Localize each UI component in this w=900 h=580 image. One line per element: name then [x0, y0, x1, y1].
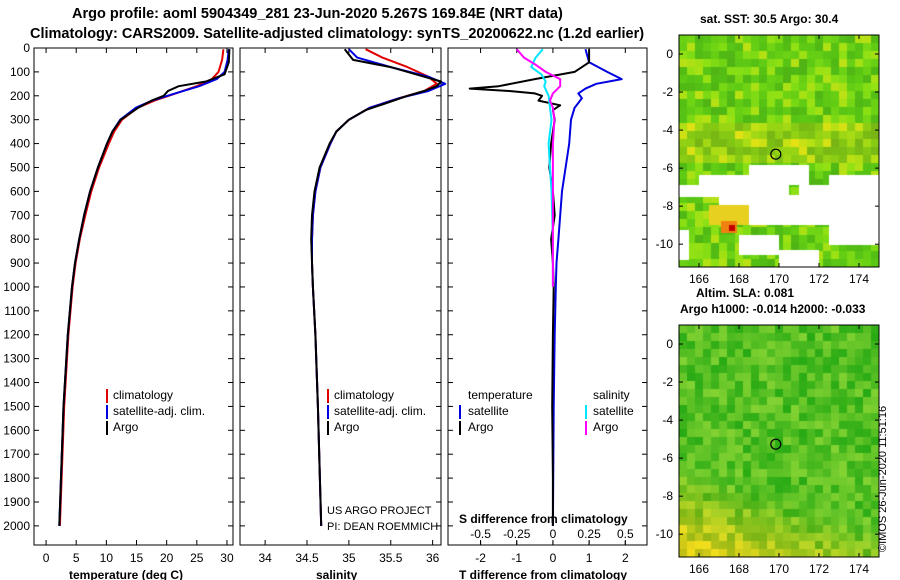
y-tick-label: 1100 — [4, 304, 30, 318]
legend-label-satellite: satellite-adj. clim. — [113, 404, 205, 418]
s-diff-tick-label: -0.5 — [470, 527, 491, 541]
salinity-axis-label: salinity — [316, 568, 358, 580]
series-line-s-argo — [515, 48, 562, 287]
y-tick-label: 300 — [10, 113, 30, 127]
x-tick-label: 34.5 — [295, 551, 319, 565]
x-tick-label: 1 — [586, 551, 593, 565]
y-tick-label: 1700 — [3, 447, 30, 461]
temperature-panel-legend: climatology satellite-adj. clim. Argo — [106, 388, 205, 435]
x-tick-label: 5 — [73, 551, 80, 565]
y-tick-label: 500 — [10, 160, 30, 174]
project-annotation: US ARGO PROJECT — [327, 505, 432, 517]
y-tick-label: 1900 — [3, 495, 30, 509]
legend-label-s-satellite: satellite — [593, 404, 634, 418]
y-tick-label: 1800 — [3, 471, 30, 485]
legend-label-argo: Argo — [113, 420, 139, 434]
legend-label-climatology: climatology — [113, 388, 173, 402]
sla-map-title: Argo h1000: -0.014 h2000: -0.033 — [680, 302, 866, 316]
y-tick-label: 900 — [10, 256, 30, 270]
y-tick-label: 200 — [10, 89, 30, 103]
legend-label-t-argo: Argo — [468, 420, 494, 434]
y-tick-label: 2000 — [3, 519, 30, 533]
x-tick-label: 36 — [426, 551, 440, 565]
sla-map-image — [679, 325, 879, 557]
s-difference-axis-label: S difference from climatology — [459, 512, 628, 526]
s-diff-tick-label: 0.5 — [617, 527, 634, 541]
legend-label-t-satellite: satellite — [468, 404, 509, 418]
x-tick-label: 34 — [258, 551, 272, 565]
legend-label-argo: Argo — [334, 420, 360, 434]
series-line-climatology — [58, 49, 225, 526]
y-tick-label: 1400 — [3, 376, 30, 390]
y-tick-label: 600 — [10, 184, 30, 198]
series-line-s-satellite — [530, 48, 554, 287]
x-tick-label: 2 — [622, 551, 629, 565]
y-tick-label: 0 — [23, 41, 30, 55]
sst-map-image — [679, 35, 879, 267]
x-tick-label: -2 — [475, 551, 486, 565]
y-tick-label: 800 — [10, 232, 30, 246]
salinity-panel-frame — [239, 47, 442, 546]
legend-label-satellite: satellite-adj. clim. — [334, 404, 426, 418]
x-tick-label: 0 — [43, 551, 50, 565]
series-line-satellite-adj-clim- — [58, 49, 230, 526]
x-tick-label: 10 — [100, 551, 114, 565]
legend-label-climatology: climatology — [334, 388, 394, 402]
legend-title-temperature: temperature — [468, 388, 533, 402]
series-line-t-satellite — [551, 48, 623, 526]
y-tick-label: 700 — [10, 208, 30, 222]
series-line-argo — [58, 49, 231, 526]
x-tick-label: 0 — [550, 551, 557, 565]
x-tick-label: 25 — [190, 551, 204, 565]
s-diff-tick-label: -0.25 — [503, 527, 531, 541]
s-diff-tick-label: 0 — [550, 527, 557, 541]
sla-label: Altim. SLA: 0.081 — [696, 286, 795, 300]
difference-panel-frame — [447, 47, 648, 546]
y-tick-label: 1600 — [3, 423, 30, 437]
x-tick-label: -1 — [511, 551, 522, 565]
legend-title-salinity: salinity — [593, 388, 630, 402]
series-line-satellite-adj-clim- — [311, 48, 447, 526]
temperature-panel-frame — [33, 47, 234, 546]
t-difference-axis-label: T difference from climatology — [459, 568, 627, 580]
series-line-climatology — [311, 48, 438, 526]
legend-label-s-argo: Argo — [593, 420, 619, 434]
s-diff-tick-label: 0.25 — [577, 527, 601, 541]
sst-map-title: sat. SST: 30.5 Argo: 30.4 — [700, 12, 839, 26]
y-tick-label: 100 — [10, 65, 30, 79]
salinity-panel-legend: climatology satellite-adj. clim. Argo — [327, 388, 426, 435]
x-tick-label: 15 — [130, 551, 144, 565]
series-line-argo — [310, 48, 442, 526]
title-line-1: Argo profile: aoml 5904349_281 23-Jun-20… — [72, 6, 563, 22]
x-tick-label: 35 — [342, 551, 356, 565]
x-tick-label: 20 — [160, 551, 174, 565]
x-tick-label: 30 — [220, 551, 234, 565]
difference-panel-legend: temperature salinity satellite Argo sate… — [459, 388, 634, 435]
temperature-axis-label: temperature (deg C) — [69, 568, 183, 580]
y-tick-label: 1300 — [3, 352, 30, 366]
imos-stamp: ©IMOS 26-Jun-2020 11:51:16 — [877, 405, 889, 552]
y-tick-label: 400 — [10, 137, 30, 151]
x-tick-label: 35.5 — [379, 551, 403, 565]
y-tick-label: 1200 — [3, 328, 30, 342]
y-tick-label: 1000 — [3, 280, 30, 294]
y-tick-label: 1500 — [3, 399, 30, 413]
pi-annotation: PI: DEAN ROEMMICH — [327, 521, 438, 533]
title-line-2: Climatology: CARS2009. Satellite-adjuste… — [30, 26, 645, 42]
